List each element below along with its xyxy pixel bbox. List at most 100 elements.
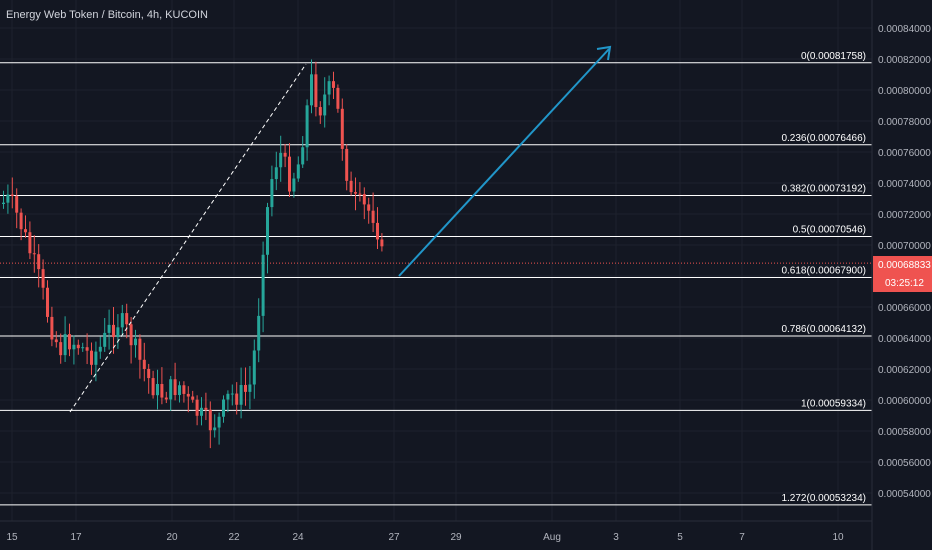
candle [371, 192, 375, 233]
candle [28, 221, 32, 260]
last-price-badge: 0.00068833 03:25:12 [873, 256, 932, 292]
grid [0, 0, 872, 521]
candle [349, 171, 353, 196]
time-tick-label: 7 [739, 532, 745, 543]
candle [266, 202, 269, 274]
fib-level-label: 0(0.00081758) [801, 51, 866, 62]
price-tick-label: 0.00070000 [878, 241, 931, 252]
candle [147, 363, 151, 394]
candle [270, 165, 274, 217]
candle [15, 188, 19, 229]
countdown-label: 03:25:12 [885, 278, 924, 289]
candle [72, 335, 76, 365]
price-tick-label: 0.00084000 [878, 24, 931, 35]
fib-level-label: 1.272(0.00053234) [781, 493, 866, 504]
fib-level-label: 1(0.00059334) [801, 398, 866, 409]
candle [257, 298, 261, 363]
candle [340, 98, 344, 161]
price-tick-label: 0.00062000 [878, 365, 931, 376]
candle [380, 233, 384, 252]
fib-retracement[interactable]: 0(0.00081758) 0.236(0.00076466) 0.382(0.00… [0, 51, 872, 506]
projection-arrow[interactable] [398, 45, 612, 277]
trend-dashed-line[interactable] [69, 63, 307, 413]
candle [6, 184, 10, 214]
candle [226, 390, 230, 413]
price-tick-label: 0.00074000 [878, 179, 931, 190]
candle [367, 197, 371, 224]
candle [10, 177, 14, 209]
candle [191, 390, 195, 403]
time-tick-label: 22 [228, 532, 240, 543]
candle [301, 136, 305, 168]
time-tick-label: 5 [677, 532, 683, 543]
fib-level-label: 0.618(0.00067900) [781, 266, 866, 277]
last-price-badge-bg [873, 256, 932, 292]
candle [310, 59, 313, 114]
candle [129, 316, 133, 364]
candle [288, 143, 291, 197]
candles [2, 59, 384, 449]
candle [68, 323, 71, 357]
time-tick-label: 20 [166, 532, 178, 543]
fib-level-label: 0.5(0.00070546) [793, 225, 866, 236]
price-tick-label: 0.00076000 [878, 148, 931, 159]
price-tick-label: 0.00072000 [878, 210, 931, 221]
time-axis[interactable]: 15 17 20 22 24 27 29 Aug 3 5 7 10 [6, 532, 844, 543]
candle [200, 397, 203, 426]
price-tick-label: 0.00054000 [878, 489, 931, 500]
candle [217, 412, 221, 445]
candle [50, 306, 54, 347]
candle [173, 362, 177, 401]
candle [283, 143, 287, 168]
candle [252, 339, 256, 399]
candle [116, 314, 120, 349]
time-tick-label: 27 [388, 532, 400, 543]
time-tick-label: 29 [450, 532, 462, 543]
price-tick-label: 0.00080000 [878, 86, 931, 97]
candle [98, 336, 102, 359]
candle [178, 381, 181, 403]
candle [305, 99, 309, 161]
candle [107, 309, 111, 350]
candle [279, 135, 283, 182]
candle [46, 280, 49, 323]
time-tick-label: Aug [543, 532, 561, 543]
candle [204, 392, 208, 421]
candle [169, 375, 173, 412]
candle [182, 381, 186, 403]
candle [323, 77, 327, 128]
candle [318, 101, 322, 124]
candle [81, 342, 85, 352]
chart-title: Energy Web Token / Bitcoin, 4h, KUCOIN [6, 9, 208, 21]
candle [213, 414, 217, 438]
candle [103, 317, 107, 352]
candle [125, 303, 129, 339]
time-tick-label: 24 [292, 532, 304, 543]
candle [76, 339, 80, 355]
candle [222, 395, 225, 423]
candle [327, 75, 331, 106]
candle [41, 259, 45, 300]
candle [314, 61, 318, 117]
candle [19, 208, 23, 241]
fib-level-label: 0.786(0.00064132) [781, 324, 866, 335]
candle [32, 235, 36, 273]
time-tick-label: 10 [832, 532, 844, 543]
candle [142, 342, 146, 382]
price-tick-label: 0.00060000 [878, 396, 931, 407]
candle [2, 190, 5, 209]
candle [248, 366, 252, 410]
candle [244, 367, 247, 406]
candle [54, 331, 58, 348]
candle [37, 244, 41, 288]
candle [332, 71, 335, 100]
price-tick-label: 0.00082000 [878, 55, 931, 66]
candle [274, 151, 278, 191]
price-tick-label: 0.00056000 [878, 458, 931, 469]
candle [186, 386, 190, 413]
candle [138, 334, 142, 379]
candle [85, 333, 89, 365]
candle [120, 304, 124, 337]
